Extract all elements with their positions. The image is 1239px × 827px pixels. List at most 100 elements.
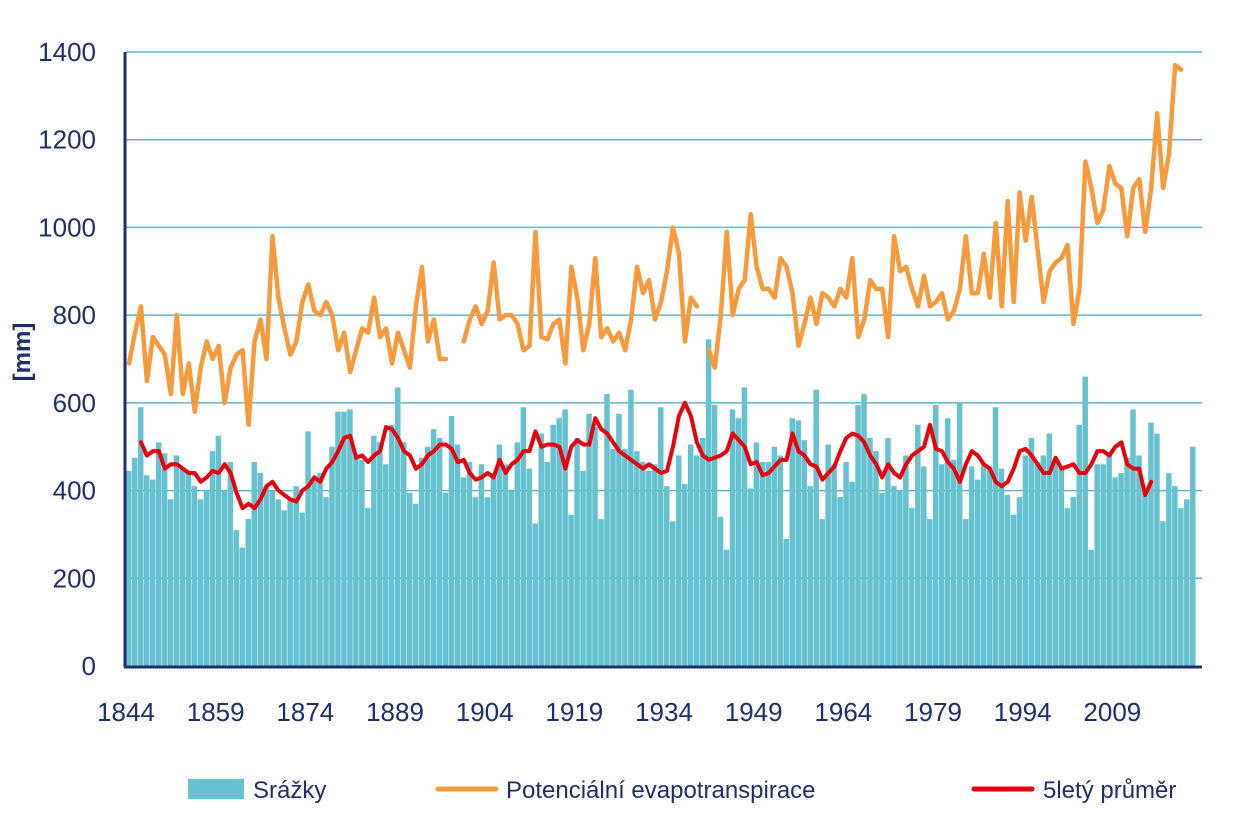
bar-1887 — [383, 464, 389, 666]
bar-1996 — [1034, 462, 1041, 666]
bar-1866 — [257, 473, 264, 666]
bar-1952 — [771, 446, 778, 666]
bar-1892 — [412, 503, 419, 666]
bar-1881 — [347, 409, 353, 666]
bar-1954 — [783, 538, 790, 666]
bar-1910 — [520, 407, 527, 666]
bar-1875 — [311, 477, 317, 666]
bar-1885 — [371, 435, 377, 666]
bar-1964 — [843, 462, 849, 666]
bar-1953 — [777, 455, 784, 666]
bar-1891 — [406, 492, 413, 666]
bar-1855 — [191, 486, 198, 666]
bar-1999 — [1052, 459, 1059, 666]
x-tick-1889: 1889 — [366, 697, 424, 727]
bar-1900 — [460, 477, 467, 666]
y-tick-800: 800 — [53, 300, 96, 330]
bar-1886 — [377, 442, 383, 666]
x-tick-1964: 1964 — [814, 697, 872, 727]
bar-1874 — [305, 431, 311, 666]
bar-2001 — [1064, 508, 1071, 666]
y-tick-1000: 1000 — [38, 212, 96, 242]
bar-1937 — [681, 483, 688, 666]
bar-2013 — [1136, 455, 1142, 666]
x-tick-1934: 1934 — [635, 697, 693, 727]
bar-1925 — [610, 448, 616, 666]
bar-1947 — [741, 387, 748, 666]
bar-2008 — [1106, 455, 1112, 666]
bar-2011 — [1124, 457, 1130, 666]
bar-1880 — [341, 411, 347, 666]
bar-1948 — [747, 488, 754, 666]
bar-1845 — [131, 457, 138, 666]
bar-1870 — [281, 510, 287, 666]
bar-1992 — [1010, 514, 1017, 666]
pet-line-segment-0 — [126, 233, 449, 428]
bar-1852 — [173, 455, 180, 666]
bar-1927 — [622, 448, 628, 666]
bar-1940 — [699, 437, 706, 666]
legend-precip-label: Srážky — [253, 777, 326, 804]
bar-1915 — [550, 424, 556, 666]
bar-1951 — [765, 462, 772, 666]
bar-1859 — [215, 435, 222, 666]
bar-1988 — [986, 466, 993, 666]
bar-1877 — [323, 497, 329, 666]
bar-1974 — [903, 455, 909, 666]
bar-1862 — [233, 530, 240, 666]
bar-1990 — [998, 468, 1005, 666]
bar-1987 — [980, 464, 987, 666]
bar-1932 — [652, 464, 658, 666]
bar-1882 — [353, 455, 359, 666]
y-tick-200: 200 — [53, 563, 96, 593]
bar-1897 — [442, 492, 449, 666]
bar-1884 — [365, 508, 371, 666]
bar-2015 — [1148, 422, 1154, 666]
avg-line-segment-0 — [138, 400, 1154, 511]
bar-1909 — [514, 442, 521, 666]
bar-1868 — [269, 490, 275, 666]
bar-1888 — [389, 424, 395, 666]
bar-1861 — [227, 462, 234, 666]
bar-1949 — [753, 442, 760, 666]
bar-2019 — [1172, 486, 1178, 666]
bar-1971 — [885, 437, 891, 666]
bar-2007 — [1100, 464, 1106, 666]
x-tick-1994: 1994 — [994, 697, 1052, 727]
bar-2018 — [1166, 473, 1172, 666]
bar-1958 — [807, 486, 813, 666]
bar-2021 — [1184, 499, 1190, 666]
y-tick-400: 400 — [53, 476, 96, 506]
bar-1860 — [221, 490, 228, 666]
bar-1926 — [616, 413, 622, 666]
bar-1873 — [299, 512, 305, 666]
bar-2006 — [1094, 464, 1100, 666]
x-tick-1949: 1949 — [725, 697, 783, 727]
bar-1985 — [968, 466, 975, 666]
bar-1844 — [126, 470, 132, 666]
bar-1919 — [574, 437, 580, 666]
bar-1872 — [293, 486, 299, 666]
bar-1965 — [849, 481, 855, 666]
bar-2003 — [1076, 424, 1082, 666]
bar-1991 — [1004, 494, 1011, 666]
bar-1961 — [825, 444, 831, 666]
bar-1858 — [209, 451, 216, 666]
bar-1943 — [717, 516, 724, 666]
y-tick-1400: 1400 — [38, 37, 96, 67]
bar-1899 — [454, 444, 461, 666]
bar-1895 — [430, 429, 437, 666]
bar-1906 — [496, 444, 503, 666]
bar-1959 — [813, 389, 819, 666]
bar-1967 — [861, 394, 867, 666]
y-tick-0: 0 — [82, 651, 96, 681]
bar-1883 — [359, 459, 365, 666]
bar-1986 — [974, 479, 981, 666]
x-tick-1904: 1904 — [456, 697, 514, 727]
axes — [123, 52, 1202, 669]
bar-1941 — [705, 339, 712, 666]
bar-1934 — [664, 486, 670, 666]
bar-1912 — [532, 523, 538, 666]
y-tick-labels: 0 200 400 600 800 1000 1200 1400 — [38, 37, 96, 681]
legend-pet-label: Potenciální evapotranspirace — [506, 777, 816, 804]
